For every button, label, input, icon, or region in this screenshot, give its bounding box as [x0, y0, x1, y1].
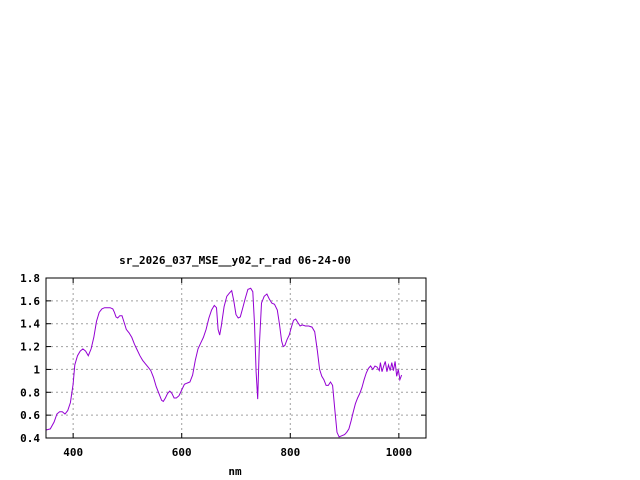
x-tick-label: 1000 [386, 446, 413, 459]
series-line [45, 287, 403, 438]
y-tick-label: 1.8 [20, 272, 40, 285]
y-tick-label: 1 [33, 363, 40, 376]
grid [46, 278, 426, 438]
y-tick-label: 1.2 [20, 341, 40, 354]
y-tick-label: 1.6 [20, 295, 40, 308]
y-tick-label: 1.4 [20, 318, 40, 331]
plot-frame [45, 277, 427, 439]
chart-title: sr_2026_037_MSE__y02_r_rad 06-24-00 [119, 254, 351, 267]
y-axis-ticks: 0.4 0.6 0.8 1 1.2 1.4 1.6 1.8 [20, 272, 426, 445]
x-axis-ticks: 400 600 800 1000 [63, 278, 412, 459]
y-tick-label: 0.4 [20, 432, 40, 445]
x-axis-label: nm [228, 465, 242, 478]
x-tick-label: 600 [172, 446, 192, 459]
y-tick-label: 0.8 [20, 386, 40, 399]
x-tick-label: 400 [63, 446, 83, 459]
x-tick-label: 800 [280, 446, 300, 459]
y-tick-label: 0.6 [20, 409, 40, 422]
